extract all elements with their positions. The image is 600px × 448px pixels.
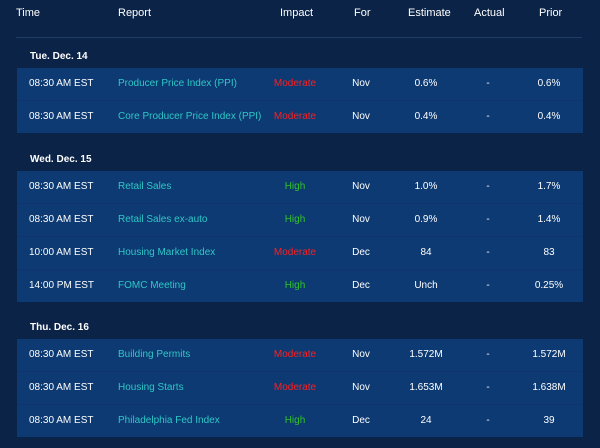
report-link[interactable]: FOMC Meeting xyxy=(118,280,186,291)
prior-value: 39 xyxy=(543,415,555,426)
impact-label: Moderate xyxy=(273,78,317,89)
prior-value: 1.572M xyxy=(532,349,566,360)
period-for: Dec xyxy=(352,280,370,291)
prior-value: 0.25% xyxy=(534,280,564,291)
col-header-report: Report xyxy=(118,7,152,19)
table-row: 08:30 AM EST Core Producer Price Index (P… xyxy=(17,101,583,133)
period-for: Nov xyxy=(352,181,370,192)
col-header-prior: Prior xyxy=(539,7,563,19)
impact-label: High xyxy=(284,181,306,192)
event-time: 08:30 AM EST xyxy=(29,214,94,225)
estimate-value: 24 xyxy=(420,415,432,426)
day-heading: Wed. Dec. 15 xyxy=(30,154,92,165)
report-link[interactable]: Building Permits xyxy=(118,349,191,360)
actual-value: - xyxy=(486,382,490,393)
period-for: Dec xyxy=(352,247,370,258)
col-header-actual: Actual xyxy=(474,7,505,19)
estimate-value: 0.6% xyxy=(414,78,438,89)
impact-label: Moderate xyxy=(273,382,317,393)
estimate-value: 1.572M xyxy=(409,349,443,360)
actual-value: - xyxy=(486,415,490,426)
col-header-time: Time xyxy=(16,7,41,19)
actual-value: - xyxy=(486,78,490,89)
day-heading: Thu. Dec. 16 xyxy=(30,322,89,333)
period-for: Nov xyxy=(352,382,370,393)
header-divider xyxy=(16,37,582,38)
actual-value: - xyxy=(486,111,490,122)
impact-label: Moderate xyxy=(273,247,317,258)
estimate-value: 1.653M xyxy=(409,382,443,393)
report-link[interactable]: Philadelphia Fed Index xyxy=(118,415,220,426)
report-link[interactable]: Housing Starts xyxy=(118,382,184,393)
event-time: 08:30 AM EST xyxy=(29,382,94,393)
day-group: 08:30 AM EST Building Permits Moderate Nov 1… xyxy=(17,339,583,437)
estimate-value: Unch xyxy=(414,280,438,291)
prior-value: 1.4% xyxy=(537,214,561,225)
report-link[interactable]: Producer Price Index (PPI) xyxy=(118,78,237,89)
report-link[interactable]: Core Producer Price Index (PPI) xyxy=(118,111,262,122)
event-time: 08:30 AM EST xyxy=(29,415,94,426)
period-for: Nov xyxy=(352,349,370,360)
table-header: Time Report Impact For Estimate Actual P… xyxy=(0,0,600,26)
estimate-value: 84 xyxy=(420,247,432,258)
col-header-impact: Impact xyxy=(280,7,314,19)
period-for: Nov xyxy=(352,78,370,89)
report-link[interactable]: Retail Sales ex-auto xyxy=(118,214,208,225)
day-group: 08:30 AM EST Producer Price Index (PPI) Mo… xyxy=(17,68,583,133)
impact-label: Moderate xyxy=(273,349,317,360)
actual-value: - xyxy=(486,214,490,225)
impact-label: Moderate xyxy=(273,111,317,122)
impact-label: High xyxy=(284,214,306,225)
estimate-value: 1.0% xyxy=(414,181,438,192)
table-row: 08:30 AM EST Housing Starts Moderate Nov 1.6… xyxy=(17,372,583,404)
period-for: Nov xyxy=(352,214,370,225)
event-time: 08:30 AM EST xyxy=(29,181,94,192)
table-row: 08:30 AM EST Producer Price Index (PPI) Mo… xyxy=(17,68,583,100)
table-row: 14:00 PM EST FOMC Meeting High Dec Unch - 0.25… xyxy=(17,270,583,302)
event-time: 14:00 PM EST xyxy=(29,280,95,291)
prior-value: 1.7% xyxy=(537,181,561,192)
event-time: 08:30 AM EST xyxy=(29,111,94,122)
estimate-value: 0.4% xyxy=(414,111,438,122)
impact-label: High xyxy=(284,280,306,291)
day-group: 08:30 AM EST Retail Sales High Nov 1.0% - 1.7%… xyxy=(17,171,583,302)
table-row: 10:00 AM EST Housing Market Index Moderate… xyxy=(17,237,583,269)
table-row: 08:30 AM EST Philadelphia Fed Index High De… xyxy=(17,405,583,437)
prior-value: 83 xyxy=(543,247,555,258)
event-time: 08:30 AM EST xyxy=(29,78,94,89)
event-time: 10:00 AM EST xyxy=(29,247,94,258)
report-link[interactable]: Housing Market Index xyxy=(118,247,216,258)
period-for: Dec xyxy=(352,415,370,426)
table-row: 08:30 AM EST Building Permits Moderate Nov 1… xyxy=(17,339,583,371)
prior-value: 0.6% xyxy=(537,78,561,89)
table-row: 08:30 AM EST Retail Sales High Nov 1.0% - 1.7% xyxy=(17,171,583,203)
table-row: 08:30 AM EST Retail Sales ex-auto High Nov 0… xyxy=(17,204,583,236)
prior-value: 1.638M xyxy=(532,382,566,393)
event-time: 08:30 AM EST xyxy=(29,349,94,360)
actual-value: - xyxy=(486,280,490,291)
prior-value: 0.4% xyxy=(537,111,561,122)
report-link[interactable]: Retail Sales xyxy=(118,181,172,192)
impact-label: High xyxy=(284,415,306,426)
col-header-for: For xyxy=(354,7,371,19)
actual-value: - xyxy=(486,349,490,360)
actual-value: - xyxy=(486,181,490,192)
period-for: Nov xyxy=(352,111,370,122)
day-heading: Tue. Dec. 14 xyxy=(30,51,88,62)
actual-value: - xyxy=(486,247,490,258)
col-header-estimate: Estimate xyxy=(408,7,451,19)
estimate-value: 0.9% xyxy=(414,214,438,225)
